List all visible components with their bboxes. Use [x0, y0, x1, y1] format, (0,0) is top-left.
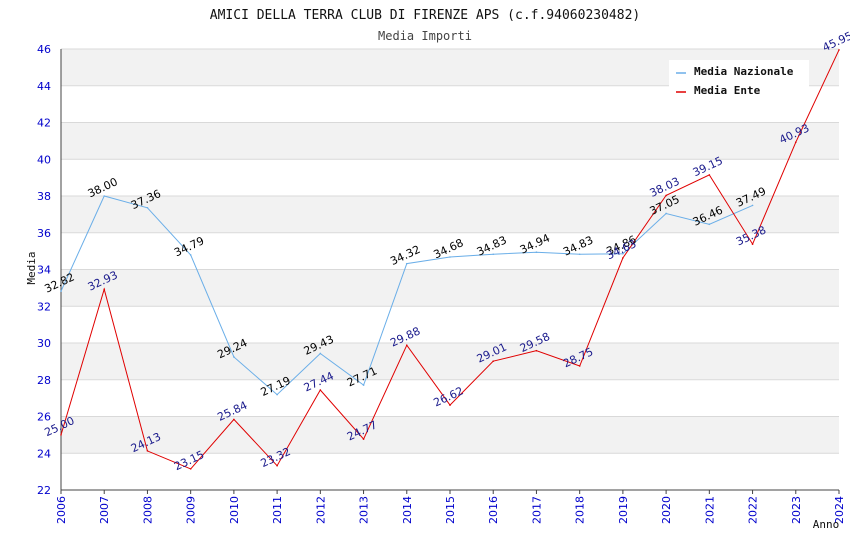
x-tick-label: 2017	[530, 496, 543, 524]
data-point-media-ente	[794, 141, 797, 143]
data-label-media-nazionale: 34.79	[172, 234, 206, 259]
data-point-media-ente	[146, 450, 149, 452]
data-point-media-nazionale	[665, 212, 667, 215]
y-tick-label: 34	[37, 264, 51, 277]
data-point-media-ente	[405, 344, 408, 347]
data-point-media-nazionale	[276, 393, 278, 396]
data-point-media-ente	[362, 438, 365, 440]
series-line-media-ente	[60, 49, 840, 470]
data-point-media-ente	[276, 464, 278, 467]
y-tick-label: 44	[37, 80, 51, 93]
data-point-media-nazionale	[319, 352, 322, 355]
data-point-media-ente	[233, 418, 235, 421]
data-point-media-ente	[319, 389, 322, 391]
x-tick-label: 2015	[444, 496, 457, 524]
x-tick-label: 2021	[703, 496, 716, 524]
data-point-media-ente	[449, 404, 451, 406]
x-tick-label: 2023	[790, 496, 803, 524]
x-tick-label: 2014	[401, 496, 414, 524]
data-point-media-nazionale	[578, 253, 581, 256]
grid-band	[61, 343, 839, 380]
data-label-media-ente: 26.62	[431, 384, 465, 409]
data-point-media-nazionale	[405, 262, 408, 265]
data-point-media-ente	[535, 349, 538, 352]
data-point-media-nazionale	[622, 252, 624, 255]
x-tick-label: 2007	[98, 496, 111, 524]
data-point-media-ente	[838, 49, 840, 51]
y-tick-label: 26	[37, 411, 51, 424]
x-tick-label: 2009	[185, 496, 198, 524]
data-label-media-nazionale: 34.32	[388, 243, 422, 268]
y-tick-label: 30	[37, 337, 51, 350]
legend: Media Nazionale Media Ente	[669, 60, 809, 102]
data-point-media-ente	[189, 468, 192, 470]
x-tick-label: 2019	[617, 496, 630, 524]
data-point-media-ente	[751, 243, 754, 245]
x-tick-label: 2006	[55, 496, 68, 524]
y-axis-label: Media	[25, 251, 38, 284]
data-point-media-nazionale	[708, 223, 711, 226]
data-label-media-nazionale: 34.83	[475, 234, 509, 259]
data-point-media-nazionale	[146, 206, 149, 209]
y-tick-label: 46	[37, 43, 51, 56]
data-label-media-nazionale: 34.83	[561, 234, 595, 259]
x-tick-label: 2020	[660, 496, 673, 524]
y-tick-label: 24	[37, 447, 51, 460]
data-point-media-ente	[492, 360, 495, 362]
x-tick-label: 2011	[271, 496, 284, 524]
x-tick-label: 2024	[833, 496, 846, 524]
y-tick-label: 32	[37, 300, 51, 313]
chart-subtitle: Media Importi	[378, 29, 472, 43]
data-point-media-nazionale	[535, 251, 538, 254]
grid-band	[61, 122, 839, 160]
x-tick-label: 2016	[487, 496, 500, 524]
y-tick-label: 40	[37, 153, 51, 166]
data-point-media-nazionale	[449, 256, 451, 258]
data-point-media-nazionale	[233, 356, 235, 358]
data-point-media-ente	[665, 194, 667, 197]
x-tick-label: 2018	[574, 496, 587, 524]
data-point-media-nazionale	[60, 290, 62, 292]
data-point-media-ente	[60, 434, 62, 436]
chart-title: AMICI DELLA TERRA CLUB DI FIRENZE APS (c…	[210, 8, 640, 23]
grid-band	[61, 196, 839, 233]
data-point-media-ente	[708, 174, 711, 176]
x-tick-label: 2010	[228, 496, 241, 524]
data-point-media-nazionale	[362, 384, 365, 386]
legend-box	[669, 60, 809, 102]
grid-band	[61, 269, 839, 307]
legend-label-media-nazionale: Media Nazionale	[694, 65, 794, 78]
x-tick-label: 2013	[358, 496, 371, 524]
data-point-media-nazionale	[189, 254, 192, 256]
y-tick-label: 42	[37, 117, 51, 130]
data-point-media-ente	[578, 365, 581, 367]
y-tick-label: 38	[37, 190, 51, 203]
data-point-media-ente	[103, 288, 106, 290]
data-point-media-nazionale	[751, 204, 754, 207]
data-point-media-nazionale	[492, 253, 495, 256]
x-tick-label: 2008	[141, 496, 154, 524]
x-axis-label: Anno	[813, 518, 840, 531]
x-tick-label: 2022	[747, 496, 760, 524]
grid-band	[61, 416, 839, 454]
legend-label-media-ente: Media Ente	[694, 84, 761, 97]
x-tick-label: 2012	[314, 496, 327, 524]
data-point-media-ente	[622, 257, 624, 259]
y-tick-label: 28	[37, 374, 51, 387]
y-tick-label: 22	[37, 484, 51, 497]
y-tick-label: 36	[37, 227, 51, 240]
data-point-media-nazionale	[103, 195, 106, 197]
